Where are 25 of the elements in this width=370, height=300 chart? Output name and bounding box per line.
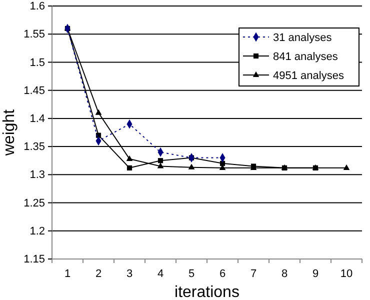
y-axis-title: weight [1,108,18,157]
y-tick-label: 1.25 [24,197,45,210]
x-tick-label: 4 [157,268,164,280]
x-tick-label: 7 [250,268,257,280]
y-tick-label: 1.35 [24,141,45,154]
y-tick-label: 1.3 [30,169,45,182]
legend-label: 841 analyses [273,51,338,63]
y-tick-label: 1.15 [24,254,45,266]
x-tick-label: 5 [188,268,195,280]
x-tick-label: 3 [126,268,133,280]
x-tick-label: 9 [312,268,319,280]
y-tick-label: 1.55 [24,28,45,41]
x-axis-title: iterations [174,284,240,300]
x-tick-label: 2 [95,268,102,280]
y-tick-label: 1.4 [30,112,45,125]
x-tick-label: 10 [340,268,353,280]
y-tick-label: 1.6 [30,0,45,13]
x-tick-label: 8 [281,268,288,280]
y-tick-label: 1.5 [30,56,45,69]
y-tick-label: 1.2 [30,225,45,238]
legend-label: 31 analyses [273,32,332,44]
y-tick-label: 1.45 [24,84,45,97]
x-tick-label: 6 [219,268,226,280]
legend-label: 4951 analyses [273,70,344,82]
x-tick-label: 1 [64,268,71,280]
